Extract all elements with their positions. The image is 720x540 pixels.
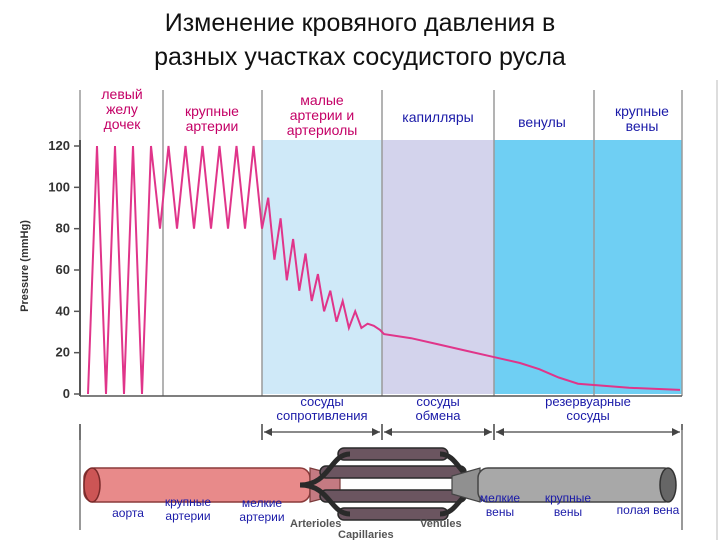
title-line-2: разных участках сосудистого русла <box>154 43 566 71</box>
vena-cava-end <box>659 467 677 503</box>
vessel-label-3-line-0: мелкие <box>480 491 520 505</box>
vessel-label-2-line-0: мелкие <box>242 496 282 510</box>
group-label-2-line-1: сосуды <box>566 408 609 423</box>
vessel-label-1-line-0: крупные <box>165 495 212 509</box>
vessel-label-4: крупные вены <box>545 491 592 519</box>
vessel-label-2: мелкие артерии <box>239 496 284 524</box>
group-label-1: сосуды обмена <box>416 394 462 423</box>
section-label-5-line-1: вены <box>626 118 659 134</box>
vessel-label-0-line-0: аорта <box>112 506 144 520</box>
section-label-0-line-2: дочек <box>104 116 142 132</box>
group-label-1-line-1: обмена <box>416 408 462 423</box>
aorta-end <box>83 467 101 503</box>
title-line-1: Изменение кровяного давления в <box>164 9 556 37</box>
english-label-venules: Venules <box>420 518 462 530</box>
section-label-5-line-0: крупные <box>615 103 669 119</box>
vessel-label-3-line-1: вены <box>486 505 514 519</box>
vessel-label-3: мелкие вены <box>480 491 520 519</box>
section-label-1: крупные артерии <box>185 103 239 134</box>
group-label-1-line-0: сосуды <box>416 394 459 409</box>
venule-taper <box>451 467 481 503</box>
y-tick-label-3: 60 <box>56 262 70 277</box>
group-arrowhead-right-2 <box>672 428 680 436</box>
y-tick-label-4: 80 <box>56 221 70 236</box>
group-label-0-line-0: сосуды <box>300 394 343 409</box>
group-label-0: сосуды сопротивления <box>276 394 367 423</box>
y-tick-label-6: 120 <box>48 138 70 153</box>
english-label-capillaries: Capillaries <box>338 529 394 540</box>
y-axis-ticks: 0 20 40 60 80 100 120 <box>48 138 80 401</box>
section-label-0: левый желу дочек <box>101 86 142 132</box>
vessel-label-1-line-1: артерии <box>165 509 210 523</box>
vessel-label-4-line-0: крупные <box>545 491 592 505</box>
group-arrowhead-left-2 <box>496 428 504 436</box>
section-label-3: капилляры <box>402 109 473 125</box>
section-label-5: крупные вены <box>615 103 669 134</box>
y-tick-label-5: 100 <box>48 179 70 194</box>
y-tick-label-2: 40 <box>56 303 70 318</box>
group-label-0-line-1: сопротивления <box>276 408 367 423</box>
vessel-drawing <box>79 430 683 530</box>
section-label-1-line-1: артерии <box>186 118 239 134</box>
vessel-label-4-line-1: вены <box>554 505 582 519</box>
pressure-line <box>87 145 681 395</box>
y-tick-label-1: 20 <box>56 345 70 360</box>
vessel-label-5-line-0: полая вена <box>617 503 680 517</box>
group-arrowhead-right-0 <box>372 428 380 436</box>
group-arrowhead-right-1 <box>484 428 492 436</box>
y-tick-label-0: 0 <box>63 386 70 401</box>
zone-venules-veins <box>494 140 682 394</box>
section-label-0-line-0: левый <box>101 86 142 102</box>
english-label-arterioles: Arterioles <box>290 518 341 530</box>
section-label-2-line-0: малые <box>300 92 344 108</box>
vessel-label-5: полая вена <box>617 503 680 517</box>
vessel-label-1: крупные артерии <box>165 495 212 523</box>
section-label-2-line-2: артериолы <box>287 122 358 138</box>
section-label-0-line-1: желу <box>106 101 138 117</box>
page-title: Изменение кровяного давления в разных уч… <box>0 6 720 74</box>
section-label-4: венулы <box>518 114 566 130</box>
vessel-label-0: аорта <box>112 506 144 520</box>
section-label-4-line-0: венулы <box>518 114 566 130</box>
section-label-1-line-0: крупные <box>185 103 239 119</box>
zone-capillaries <box>382 140 494 394</box>
group-label-2: резервуарные сосуды <box>545 394 631 423</box>
y-axis-label: Pressure (mmHg) <box>19 220 31 312</box>
vessel-label-2-line-1: артерии <box>239 510 284 524</box>
group-label-2-line-0: резервуарные <box>545 394 631 409</box>
zone-small-arteries <box>262 140 382 394</box>
section-label-2-line-1: артерии и <box>290 107 354 123</box>
section-label-3-line-0: капилляры <box>402 109 473 125</box>
group-arrowhead-left-0 <box>264 428 272 436</box>
group-arrowhead-left-1 <box>384 428 392 436</box>
section-label-2: малые артерии и артериолы <box>287 92 358 138</box>
